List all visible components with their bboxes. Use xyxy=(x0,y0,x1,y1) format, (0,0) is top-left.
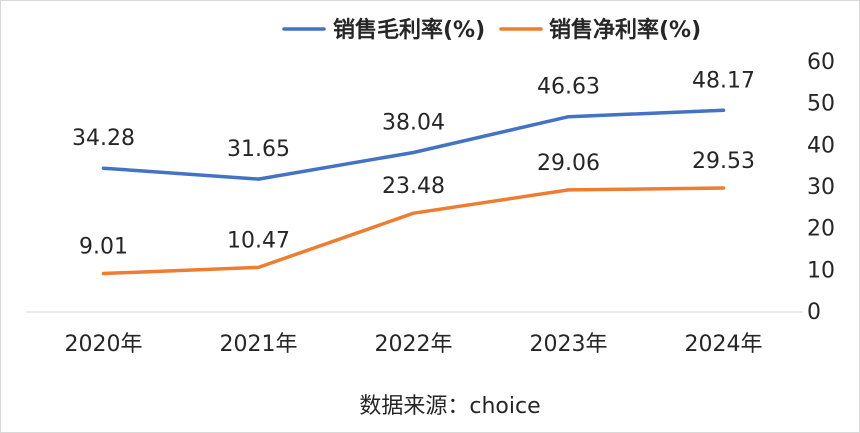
data-source-note: 数据来源：choice xyxy=(359,394,540,419)
y-tick-label: 60 xyxy=(807,50,835,75)
legend-label: 销售毛利率(%) xyxy=(333,17,485,43)
data-labels: 34.28 31.65 38.04 46.63 48.17 9.01 10.47 23.48 2… xyxy=(72,68,755,259)
x-tick-label: 2023年 xyxy=(530,332,608,357)
x-tick-label: 2022年 xyxy=(375,332,453,357)
data-label: 29.06 xyxy=(537,151,600,176)
series-line-1 xyxy=(101,108,726,181)
legend: 销售毛利率(%) 销售净利率(%) xyxy=(282,17,701,43)
x-tick-label: 2020年 xyxy=(65,332,143,357)
legend-label: 销售净利率(%) xyxy=(549,17,701,43)
y-tick-label: 10 xyxy=(807,258,835,283)
y-tick-label: 30 xyxy=(807,175,835,200)
y-tick-label: 0 xyxy=(807,300,821,325)
data-label: 34.28 xyxy=(72,126,135,151)
data-label: 48.17 xyxy=(692,68,755,93)
data-label: 10.47 xyxy=(227,228,290,253)
data-label: 23.48 xyxy=(382,174,445,199)
y-tick-label: 40 xyxy=(807,133,835,158)
y-tick-label: 20 xyxy=(807,217,835,242)
data-label: 9.01 xyxy=(79,234,128,259)
data-label: 46.63 xyxy=(537,75,600,100)
series-line-2 xyxy=(101,186,726,276)
y-tick-label: 50 xyxy=(807,92,835,117)
series-lines xyxy=(101,108,726,276)
axes: 2020年 2021年 2022年 2023年 2024年 0 10 20 30 40 50 60 xyxy=(26,50,835,357)
x-tick-label: 2021年 xyxy=(220,332,298,357)
data-label: 38.04 xyxy=(382,111,445,136)
x-tick-label: 2024年 xyxy=(685,332,763,357)
data-label: 29.53 xyxy=(692,149,755,174)
data-label: 31.65 xyxy=(227,137,290,162)
